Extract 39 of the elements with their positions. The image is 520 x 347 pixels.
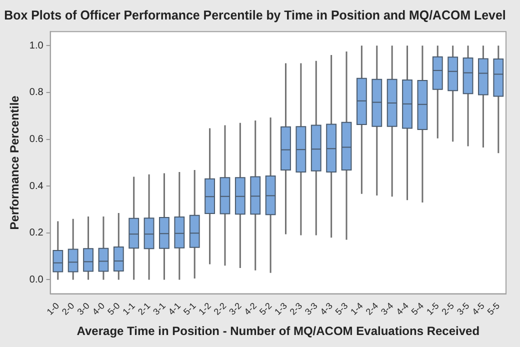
x-tick-label: 2-0 — [60, 300, 76, 317]
x-tick-label: 4-0 — [90, 300, 107, 317]
y-axis-title: Performance Percentile — [8, 95, 22, 230]
x-tick-label: 5-1 — [182, 300, 198, 317]
y-tick-label: 1.0 — [29, 40, 44, 52]
x-tick-label: 2-4 — [364, 300, 380, 317]
x-tick-label: 2-2 — [212, 300, 228, 317]
y-tick-label: 0.6 — [29, 134, 44, 146]
x-tick-label: 3-0 — [75, 300, 92, 317]
x-tick-label: 3-3 — [303, 300, 320, 317]
chart-title: Box Plots of Officer Performance Percentile by Time in Position and MQ/ACOM Level — [4, 7, 506, 22]
x-tick-label: 3-4 — [378, 300, 396, 317]
y-tick-label: 0.4 — [29, 180, 44, 192]
x-tick-label: 3-5 — [454, 300, 472, 317]
x-tick-label: 1-2 — [196, 300, 213, 317]
x-tick-label: 3-1 — [151, 300, 168, 317]
x-tick-label: 2-3 — [288, 300, 304, 317]
x-tick-label: 4-4 — [394, 300, 410, 317]
x-tick-label: 3-2 — [227, 300, 244, 317]
x-tick-label: 5-3 — [333, 300, 350, 317]
x-tick-label: 4-1 — [166, 300, 183, 317]
x-tick-label: 1-4 — [348, 300, 365, 317]
x-tick-label: 5-0 — [106, 300, 122, 317]
x-tick-label: 1-5 — [424, 300, 441, 317]
x-tick-label: 4-3 — [318, 300, 334, 317]
x-axis-title: Average Time in Position - Number of MQ/ACOM Evaluations Received — [76, 324, 480, 338]
x-tick-label: 2-5 — [440, 300, 456, 317]
y-tick-label: 0.8 — [29, 87, 44, 98]
y-tick-label: 0.0 — [29, 274, 44, 286]
x-tick-label: 5-4 — [409, 300, 426, 317]
x-tick-label: 1-3 — [272, 300, 289, 317]
x-tick-label: 1-0 — [44, 300, 62, 317]
x-tick-label: 4-5 — [470, 300, 486, 317]
y-tick-label: 0.2 — [29, 228, 44, 239]
x-tick-label: 5-2 — [257, 300, 274, 317]
x-tick-label: 1-1 — [120, 300, 138, 317]
x-tick-label: 4-2 — [242, 300, 259, 317]
x-tick-label: 5-5 — [485, 300, 502, 317]
x-tick-label: 2-1 — [136, 300, 152, 317]
